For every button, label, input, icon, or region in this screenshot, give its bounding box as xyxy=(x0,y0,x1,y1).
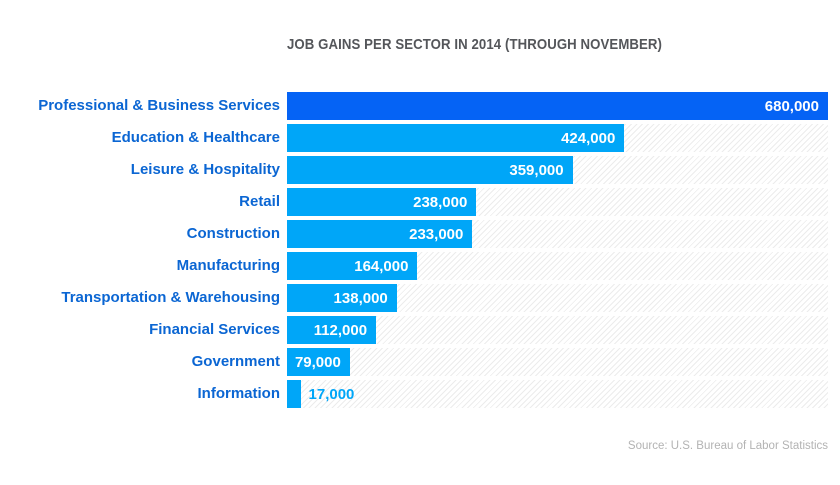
bar-row: Government 79,000 xyxy=(0,348,828,376)
bar-row: Transportation & Warehousing 138,000 xyxy=(0,284,828,312)
source-attribution: Source: U.S. Bureau of Labor Statistics xyxy=(627,440,828,452)
value-label: 233,000 xyxy=(409,225,464,243)
category-label: Manufacturing xyxy=(176,257,280,274)
value-label: 424,000 xyxy=(561,129,616,147)
category-label: Leisure & Hospitality xyxy=(130,161,280,178)
bar-track: 238,000 xyxy=(287,188,828,216)
value-label: 17,000 xyxy=(308,385,355,403)
bar-row: Professional & Business Services 680,000 xyxy=(0,92,828,120)
category-label: Government xyxy=(191,353,280,370)
bar-track: 359,000 xyxy=(287,156,828,184)
bar-row: Construction 233,000 xyxy=(0,220,828,248)
bar-track: 17,000 xyxy=(287,380,828,408)
category-label: Information xyxy=(197,385,281,402)
bar-row: Information 17,000 xyxy=(0,380,828,408)
value-label: 138,000 xyxy=(333,289,388,307)
bar-track: 680,000 xyxy=(287,92,828,120)
category-label: Financial Services xyxy=(149,321,280,338)
value-label: 112,000 xyxy=(313,321,368,339)
bar: 138,000 xyxy=(287,284,397,312)
category-label: Transportation & Warehousing xyxy=(61,289,280,306)
bar-rows: Professional & Business Services 680,000 E… xyxy=(0,92,828,412)
bar-track: 79,000 xyxy=(287,348,828,376)
bar: 680,000 xyxy=(287,92,828,120)
bar: 79,000 xyxy=(287,348,350,376)
value-label: 680,000 xyxy=(764,97,819,115)
category-label: Construction xyxy=(186,225,280,242)
bar: 164,000 xyxy=(287,252,418,280)
chart-title: JOB GAINS PER SECTOR IN 2014 (THROUGH NO… xyxy=(287,36,663,53)
value-label: 359,000 xyxy=(509,161,564,179)
bar-track: 424,000 xyxy=(287,124,828,152)
bar-row: Education & Healthcare 424,000 xyxy=(0,124,828,152)
bar-row: Leisure & Hospitality 359,000 xyxy=(0,156,828,184)
bar-row: Retail 238,000 xyxy=(0,188,828,216)
value-label: 79,000 xyxy=(294,353,341,371)
value-label: 164,000 xyxy=(354,257,409,275)
bar: 233,000 xyxy=(287,220,473,248)
bar: 238,000 xyxy=(287,188,477,216)
bar-row: Manufacturing 164,000 xyxy=(0,252,828,280)
bar: 112,000 xyxy=(287,316,377,344)
bar-track: 233,000 xyxy=(287,220,828,248)
bar-row: Financial Services 112,000 xyxy=(0,316,828,344)
category-label: Retail xyxy=(239,193,280,210)
bar: 359,000 xyxy=(287,156,573,184)
bar-track: 112,000 xyxy=(287,316,828,344)
category-label: Professional & Business Services xyxy=(38,97,280,114)
category-label: Education & Healthcare xyxy=(111,129,280,146)
bar-track: 164,000 xyxy=(287,252,828,280)
bar xyxy=(287,380,301,408)
bar: 424,000 xyxy=(287,124,625,152)
bar-track: 138,000 xyxy=(287,284,828,312)
value-label: 238,000 xyxy=(413,193,468,211)
